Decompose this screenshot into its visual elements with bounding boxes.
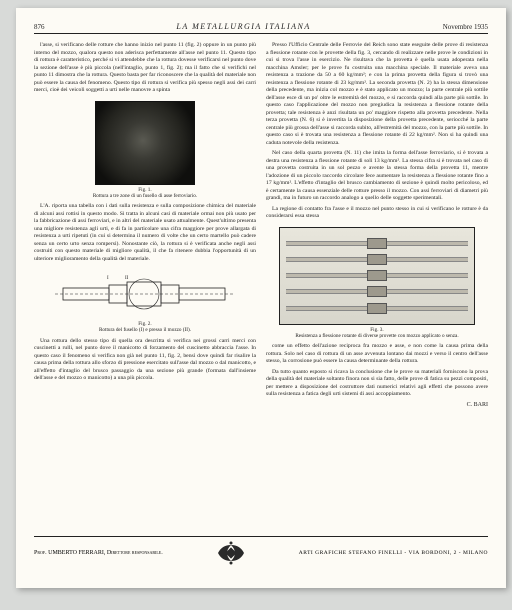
fig-caption: Resistenza a flessione rotante di divers… [295, 333, 458, 339]
specimen-row [286, 239, 468, 248]
left-column: l'asse, si verificano delle rotture che … [34, 42, 256, 530]
body-paragraph: La regione di contatto fra l'asse e il m… [266, 206, 488, 221]
specimen-row [286, 271, 468, 280]
figure-2-image: I II [55, 269, 235, 319]
figure-1-image [95, 101, 195, 185]
figure-3: Fig. 3. Resistenza a flessione rotante d… [266, 227, 488, 339]
specimen-row [286, 304, 468, 313]
text-columns: l'asse, si verificano delle rotture che … [34, 42, 488, 530]
body-paragraph: Presso l'Ufficio Centrale delle Ferrovie… [266, 42, 488, 147]
figure-1-label: Fig. 1. Rottura a tre zone di un fusello… [34, 187, 256, 199]
right-column: Presso l'Ufficio Centrale delle Ferrovie… [266, 42, 488, 530]
figure-3-label: Fig. 3. Resistenza a flessione rotante d… [266, 327, 488, 339]
figure-2: I II Fig. 2. Rottura del fusello (I) e p… [34, 269, 256, 333]
page-footer: Prof. UMBERTO FERRARI, Direttore respons… [34, 536, 488, 565]
specimen-row [286, 255, 468, 264]
running-header: 876 LA METALLURGIA ITALIANA Novembre 193… [34, 22, 488, 34]
body-paragraph: Da tutto quanto esposto si ricava la con… [266, 369, 488, 399]
journal-title: LA METALLURGIA ITALIANA [176, 22, 310, 31]
body-paragraph: L'A. riporta una tabella con i dati sull… [34, 203, 256, 263]
issue-date: Novembre 1935 [443, 23, 488, 31]
figure-2-label: Fig. 2. Rottura del fusello (I) e presso… [34, 321, 256, 333]
body-paragraph: Una rottura dello stesso tipo di quella … [34, 338, 256, 383]
svg-text:I: I [107, 276, 109, 281]
body-paragraph: l'asse, si verificano delle rotture che … [34, 42, 256, 95]
author-signature: C. BARI [266, 402, 488, 410]
ornament-icon [208, 541, 254, 565]
fig-caption: Rottura a tre zone di un fusello di asse… [93, 193, 197, 199]
page: 876 LA METALLURGIA ITALIANA Novembre 193… [16, 8, 506, 588]
page-number: 876 [34, 23, 45, 31]
body-paragraph: Nel caso della quarta provetta (N. 11) c… [266, 150, 488, 203]
fig-caption: Rottura del fusello (I) e presso il mozz… [99, 327, 191, 333]
footer-printer: ARTI GRAFICHE STEFANO FINELLI - VIA BORD… [299, 550, 488, 556]
body-paragraph: come un effetto dell'azione reciproca fr… [266, 343, 488, 366]
fig-label: Fig. 3. [370, 327, 383, 333]
footer-editor: Prof. UMBERTO FERRARI, Direttore respons… [34, 550, 163, 556]
svg-text:II: II [125, 276, 129, 281]
figure-3-image [279, 227, 475, 325]
specimen-row [286, 287, 468, 296]
figure-1: Fig. 1. Rottura a tre zone di un fusello… [34, 101, 256, 199]
fig-label: Fig. 1. [138, 187, 151, 193]
